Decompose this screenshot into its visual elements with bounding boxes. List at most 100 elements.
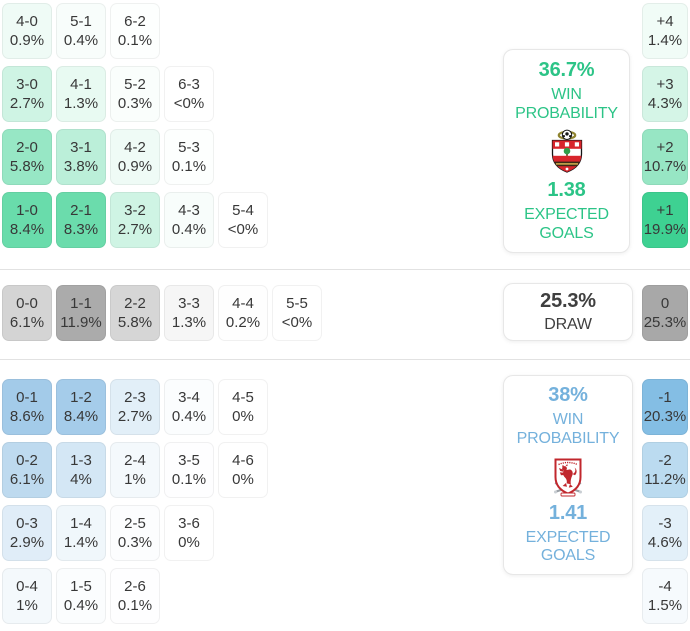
score-cell-2-1: 2-1 8.3% [56, 192, 106, 248]
score-label: 3-2 [124, 201, 146, 219]
score-cell-2-3: 2-3 2.7% [110, 379, 160, 435]
score-row: 0-2 6.1% 1-3 4% 2-4 1% 3-5 0.1% 4-6 0% [2, 442, 268, 498]
score-probability: 0.1% [117, 597, 153, 614]
home-win-panel: 36.7% WIN PROBABILITY [503, 49, 630, 253]
score-cell-3-6: 3-6 0% [164, 505, 214, 561]
score-probability: 0.4% [171, 221, 207, 238]
goal-margin-cell-+4: +4 1.4% [642, 3, 688, 59]
goal-margin-label: +3 [656, 75, 674, 93]
score-cell-3-4: 3-4 0.4% [164, 379, 214, 435]
score-label: 1-3 [70, 451, 92, 469]
score-label: 0-0 [16, 294, 38, 312]
away-expected-goals-value: 1.41 [548, 502, 588, 525]
score-probability: 6.1% [9, 314, 45, 331]
score-label: 2-4 [124, 451, 146, 469]
score-cell-1-0: 1-0 8.4% [2, 192, 52, 248]
goal-margin-probability: 11.2% [644, 471, 686, 488]
score-probability: 0.1% [171, 158, 207, 175]
score-probability: 8.6% [9, 408, 45, 425]
score-label: 0-4 [16, 577, 38, 595]
goal-margin-probability: 1.5% [647, 597, 683, 614]
score-probability: 0.4% [63, 32, 99, 49]
section-divider [0, 359, 690, 360]
score-label: 5-2 [124, 75, 146, 93]
score-cell-4-1: 4-1 1.3% [56, 66, 106, 122]
score-probability: 8.4% [9, 221, 45, 238]
score-row: 3-0 2.7% 4-1 1.3% 5-2 0.3% 6-3 <0% [2, 66, 268, 122]
score-probability: 2.9% [9, 534, 45, 551]
score-probability: 11.9% [60, 314, 102, 331]
score-probability: 5.8% [9, 158, 45, 175]
score-row: 0-1 8.6% 1-2 8.4% 2-3 2.7% 3-4 0.4% 4-5 0% [2, 379, 268, 435]
score-label: 3-0 [16, 75, 38, 93]
score-probability: 1.3% [63, 95, 99, 112]
goal-margin-label: +1 [656, 201, 674, 219]
away-win-panel: 38% WIN PROBABILITY [503, 375, 633, 575]
score-probability: 0.4% [171, 408, 207, 425]
score-row: 1-0 8.4% 2-1 8.3% 3-2 2.7% 4-3 0.4% 5-4 <0% [2, 192, 268, 248]
goal-margin-cell-+1: +1 19.9% [642, 192, 688, 248]
score-cell-5-4: 5-4 <0% [218, 192, 268, 248]
score-row: 2-0 5.8% 3-1 3.8% 4-2 0.9% 5-3 0.1% [2, 129, 268, 185]
goal-margin-cell-0: 0 25.3% [642, 285, 688, 341]
score-cell-4-3: 4-3 0.4% [164, 192, 214, 248]
goal-margin-probability: 4.6% [647, 534, 683, 551]
score-cell-5-2: 5-2 0.3% [110, 66, 160, 122]
score-cell-3-0: 3-0 2.7% [2, 66, 52, 122]
home-win-probability-label: WIN PROBABILITY [515, 86, 618, 122]
score-label: 3-4 [178, 388, 200, 406]
score-probability: 2.7% [117, 408, 153, 425]
score-probability: <0% [281, 314, 313, 331]
score-label: 5-3 [178, 138, 200, 156]
home-expected-goals-value: 1.38 [547, 178, 586, 201]
score-cell-0-1: 0-1 8.6% [2, 379, 52, 435]
score-label: 2-0 [16, 138, 38, 156]
score-cell-1-3: 1-3 4% [56, 442, 106, 498]
score-label: 3-1 [70, 138, 92, 156]
southampton-crest-icon [546, 128, 588, 174]
goal-margin-cell--3: -3 4.6% [642, 505, 688, 561]
goal-margin-probability: 1.4% [647, 32, 683, 49]
draw-panel: 25.3% DRAW [503, 283, 633, 341]
goal-margin-label: -2 [658, 451, 672, 469]
score-label: 2-6 [124, 577, 146, 595]
home-expected-goals-label: EXPECTED GOALS [524, 206, 609, 242]
score-row: 0-4 1% 1-5 0.4% 2-6 0.1% [2, 568, 268, 624]
goal-margin-cell-+3: +3 4.3% [642, 66, 688, 122]
away-score-grid: 0-1 8.6% 1-2 8.4% 2-3 2.7% 3-4 0.4% 4-5 0% 0-2 6.1%… [2, 379, 268, 624]
score-label: 1-4 [70, 514, 92, 532]
score-cell-4-0: 4-0 0.9% [2, 3, 52, 59]
score-cell-3-1: 3-1 3.8% [56, 129, 106, 185]
score-label: 0-1 [16, 388, 38, 406]
score-probability: 0.9% [9, 32, 45, 49]
goal-margin-probability: 20.3% [643, 408, 687, 425]
score-cell-4-6: 4-6 0% [218, 442, 268, 498]
score-cell-5-1: 5-1 0.4% [56, 3, 106, 59]
score-label: 6-2 [124, 12, 146, 30]
score-cell-1-1: 1-1 11.9% [56, 285, 106, 341]
score-label: 0-3 [16, 514, 38, 532]
score-cell-0-0: 0-0 6.1% [2, 285, 52, 341]
score-cell-3-2: 3-2 2.7% [110, 192, 160, 248]
score-cell-0-3: 0-3 2.9% [2, 505, 52, 561]
score-cell-2-4: 2-4 1% [110, 442, 160, 498]
score-label: 4-2 [124, 138, 146, 156]
score-cell-5-3: 5-3 0.1% [164, 129, 214, 185]
score-cell-3-3: 3-3 1.3% [164, 285, 214, 341]
goal-margin-label: -3 [658, 514, 672, 532]
score-probability: 0% [232, 471, 254, 488]
score-label: 4-4 [232, 294, 254, 312]
score-probability: 5.8% [117, 314, 153, 331]
score-probability: 0% [232, 408, 254, 425]
score-label: 5-1 [70, 12, 92, 30]
score-probability: 3.8% [63, 158, 99, 175]
score-cell-2-0: 2-0 5.8% [2, 129, 52, 185]
goal-margin-cell--2: -2 11.2% [642, 442, 688, 498]
score-probability: 8.4% [63, 408, 99, 425]
score-label: 4-6 [232, 451, 254, 469]
goal-margin-cell--1: -1 20.3% [642, 379, 688, 435]
score-label: 3-3 [178, 294, 200, 312]
score-probability: 2.7% [117, 221, 153, 238]
score-probability: 1.3% [171, 314, 207, 331]
